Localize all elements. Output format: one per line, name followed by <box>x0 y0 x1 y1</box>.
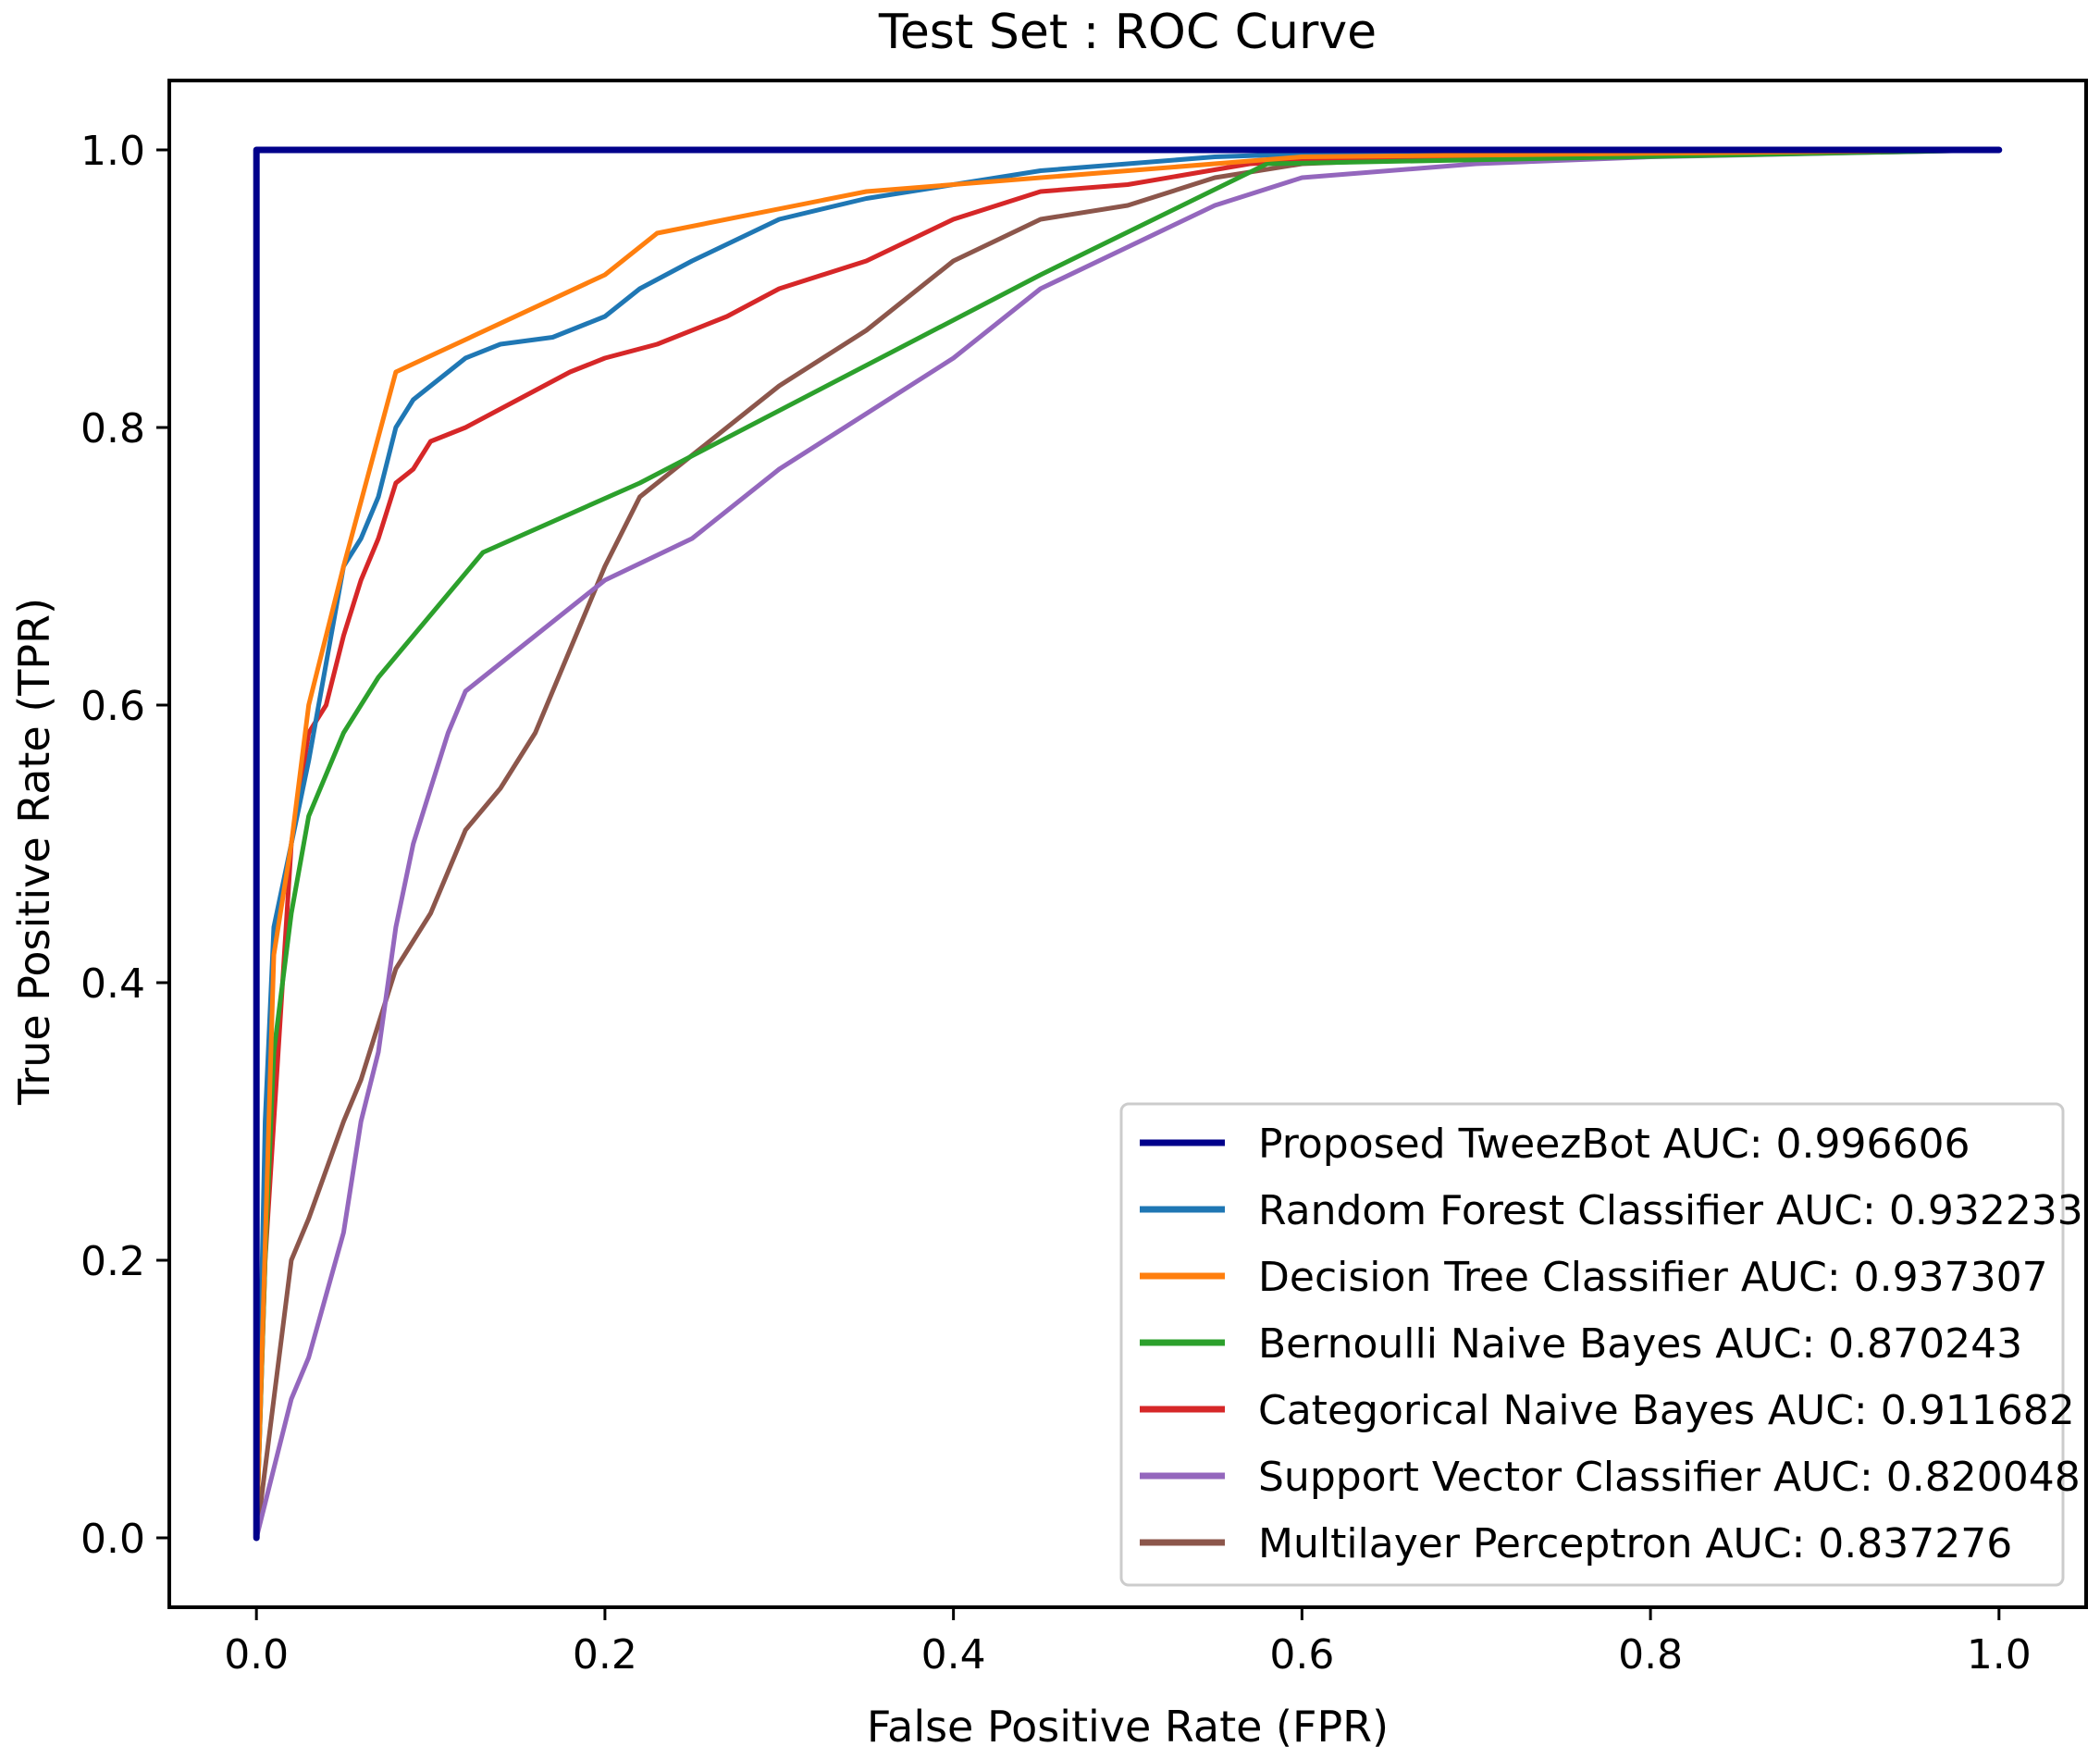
y-tick-label: 0.6 <box>80 683 145 730</box>
x-axis-ticks: 0.0 0.2 0.4 0.6 0.8 1.0 <box>224 1607 2032 1678</box>
roc-series-line-2 <box>253 147 2002 1541</box>
legend-entry-label: Bernoulli Naive Bayes AUC: 0.870243 <box>1258 1320 2022 1368</box>
roc-series-line-0 <box>253 146 2003 1542</box>
x-tick-label: 0.4 <box>921 1631 986 1678</box>
legend-entry-label: Multilayer Perceptron AUC: 0.837276 <box>1258 1520 2012 1567</box>
x-tick-label: 1.0 <box>1967 1631 2032 1678</box>
roc-series-line-3 <box>253 147 2002 1541</box>
x-tick-label: 0.0 <box>224 1631 289 1678</box>
plot-frame <box>167 79 2088 1609</box>
roc-series-line-5 <box>253 147 2002 1541</box>
x-tick-label: 0.6 <box>1269 1631 1334 1678</box>
y-tick-label: 0.4 <box>80 960 145 1008</box>
y-axis-ticks: 0.0 0.2 0.4 0.6 0.8 1.0 <box>80 128 169 1563</box>
roc-series-line-6 <box>253 147 2002 1541</box>
legend-frame <box>1119 1102 2065 1587</box>
roc-series-line-1 <box>253 147 2002 1541</box>
legend-entry-label: Support Vector Classifier AUC: 0.820048 <box>1258 1454 2081 1501</box>
y-tick-label: 1.0 <box>80 128 145 175</box>
x-tick-label: 0.8 <box>1618 1631 1683 1678</box>
legend-entry-label: Categorical Naive Bayes AUC: 0.911682 <box>1258 1387 2075 1434</box>
y-tick-label: 0.2 <box>80 1238 145 1285</box>
legend-entry-label: Proposed TweezBot AUC: 0.996606 <box>1258 1121 1970 1168</box>
y-tick-label: 0.8 <box>80 405 145 452</box>
series-layer <box>253 146 2003 1542</box>
legend: Proposed TweezBot AUC: 0.996606 Random Fo… <box>1119 1102 2083 1587</box>
x-tick-label: 0.2 <box>573 1631 637 1678</box>
x-axis-label: False Positive Rate (FPR) <box>867 1702 1389 1752</box>
legend-entry-label: Random Forest Classifier AUC: 0.932233 <box>1258 1187 2083 1234</box>
chart-title: Test Set : ROC Curve <box>878 5 1377 60</box>
y-tick-label: 0.0 <box>80 1516 145 1563</box>
y-axis-label: True Positive Rate (TPR) <box>9 598 59 1106</box>
legend-entry-label: Decision Tree Classifier AUC: 0.937307 <box>1258 1254 2048 1301</box>
